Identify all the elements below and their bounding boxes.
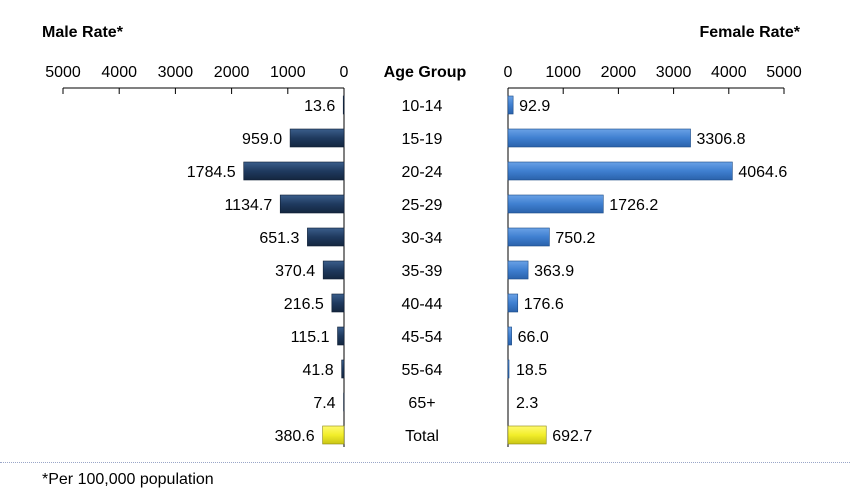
female-value-label: 1726.2	[609, 197, 658, 214]
female-value-label: 2.3	[516, 395, 538, 412]
female-value-label: 18.5	[516, 362, 547, 379]
male-bar	[331, 293, 345, 313]
male-value-label: 380.6	[275, 428, 315, 445]
female-tick-label: 5000	[766, 64, 802, 81]
male-bar	[342, 95, 345, 115]
male-value-label: 370.4	[275, 263, 315, 280]
age-group-label: 45-54	[402, 329, 443, 346]
age-group-label: 55-64	[402, 362, 443, 379]
male-value-label: 41.8	[303, 362, 334, 379]
footnote-divider	[0, 462, 850, 463]
female-value-label: 176.6	[524, 296, 564, 313]
age-group-label: 20-24	[402, 164, 443, 181]
female-value-label: 750.2	[555, 230, 595, 247]
female-bar	[507, 95, 514, 115]
female-bar	[507, 194, 604, 214]
chart-rows: 13.6 10-14 92.9 959.0 15-19 3306.8 1784.5 20-24…	[187, 95, 787, 445]
male-axis: 5000 4000 3000 2000 1000 0	[45, 64, 349, 447]
female-value-label: 363.9	[534, 263, 574, 280]
male-rate-title: Male Rate*	[42, 24, 124, 41]
age-group-label: Total	[405, 428, 439, 445]
female-tick-label: 2000	[601, 64, 637, 81]
male-value-label: 115.1	[291, 329, 330, 346]
female-bar	[507, 161, 733, 181]
female-tick-label: 1000	[545, 64, 581, 81]
male-value-label: 13.6	[304, 98, 335, 115]
chart: Male Rate* Female Rate* Age Group 5000 40…	[42, 24, 802, 447]
male-bar	[322, 260, 345, 280]
age-group-label: 65+	[408, 395, 435, 412]
female-value-label: 66.0	[518, 329, 549, 346]
female-value-label: 692.7	[552, 428, 592, 445]
female-tick-label: 4000	[711, 64, 747, 81]
male-bar	[279, 194, 345, 214]
age-group-label: 30-34	[402, 230, 443, 247]
age-group-label: 35-39	[402, 263, 443, 280]
male-value-label: 651.3	[259, 230, 299, 247]
male-bar	[289, 128, 345, 148]
female-bar	[507, 260, 529, 280]
male-value-label: 7.4	[313, 395, 335, 412]
female-total-bar	[507, 425, 547, 445]
male-tick-label: 2000	[214, 64, 250, 81]
female-bar	[507, 128, 691, 148]
female-bar	[507, 359, 510, 379]
female-axis: 0 1000 2000 3000 4000 5000	[504, 64, 802, 447]
male-value-label: 1784.5	[187, 164, 236, 181]
male-tick-label: 0	[340, 64, 349, 81]
male-tick-label: 3000	[158, 64, 194, 81]
female-rate-title: Female Rate*	[700, 24, 801, 41]
female-bar	[507, 293, 519, 313]
female-value-label: 3306.8	[697, 131, 746, 148]
male-bar	[243, 161, 345, 181]
female-bar	[507, 227, 550, 247]
footnote: *Per 100,000 population	[42, 471, 214, 488]
male-bar	[307, 227, 345, 247]
male-tick-label: 4000	[101, 64, 137, 81]
female-value-label: 4064.6	[738, 164, 787, 181]
age-group-label: 25-29	[402, 197, 443, 214]
male-tick-label: 5000	[45, 64, 81, 81]
female-value-label: 92.9	[519, 98, 550, 115]
male-value-label: 216.5	[284, 296, 324, 313]
male-value-label: 1134.7	[224, 197, 272, 214]
male-bar	[341, 359, 345, 379]
male-bar	[337, 326, 345, 346]
female-tick-label: 3000	[656, 64, 692, 81]
age-group-label: 15-19	[402, 131, 443, 148]
age-group-label: 10-14	[402, 98, 443, 115]
age-group-label: 40-44	[402, 296, 443, 313]
female-bar	[507, 326, 512, 346]
male-value-label: 959.0	[242, 131, 282, 148]
male-total-bar	[322, 425, 345, 445]
female-tick-label: 0	[504, 64, 513, 81]
male-tick-label: 1000	[270, 64, 306, 81]
age-group-header: Age Group	[384, 64, 467, 81]
